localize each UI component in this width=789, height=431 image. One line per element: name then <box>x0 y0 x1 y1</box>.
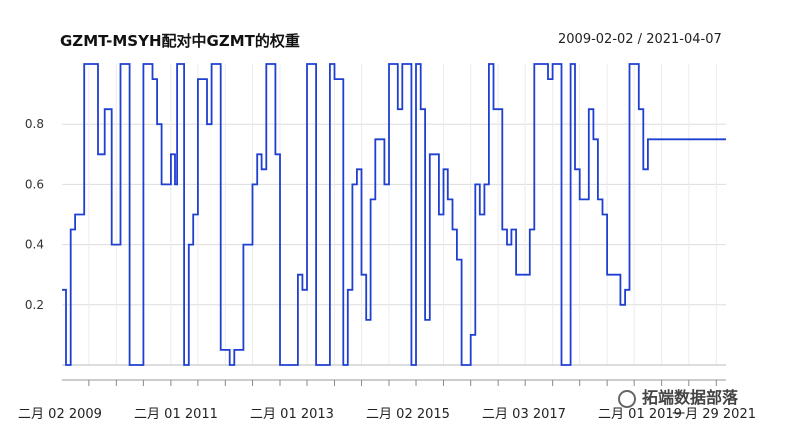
date-range: 2009-02-02 / 2021-04-07 <box>558 32 722 47</box>
watermark-text: 拓端数据部落 <box>642 388 739 407</box>
x-tick-label: 二月 01 2011 <box>134 407 218 422</box>
chart-title: GZMT-MSYH配对中GZMT的权重 <box>60 32 300 50</box>
x-tick-label: 一月 29 2021 <box>672 407 756 422</box>
x-tick-label: 二月 01 2019 <box>598 407 682 422</box>
y-tick-label: 0.2 <box>25 298 44 312</box>
x-tick-label: 二月 01 2013 <box>250 407 334 422</box>
x-axis-ticks <box>88 380 717 386</box>
horizontal-grid <box>62 123 726 306</box>
series-line <box>62 63 726 366</box>
y-axis-labels: 0.2 0.4 0.6 0.8 <box>25 117 44 312</box>
wechat-icon <box>618 389 636 408</box>
x-tick-label: 二月 02 2015 <box>366 407 450 422</box>
x-tick-label: 二月 02 2009 <box>18 407 102 422</box>
y-tick-label: 0.8 <box>25 117 44 131</box>
x-tick-label: 二月 03 2017 <box>482 407 566 422</box>
x-axis-labels: 二月 02 2009 二月 01 2011 二月 01 2013 二月 02 2015… <box>18 407 756 422</box>
watermark: 拓端数据部落 <box>618 384 738 408</box>
y-tick-label: 0.4 <box>25 238 44 252</box>
y-tick-label: 0.6 <box>25 177 44 191</box>
